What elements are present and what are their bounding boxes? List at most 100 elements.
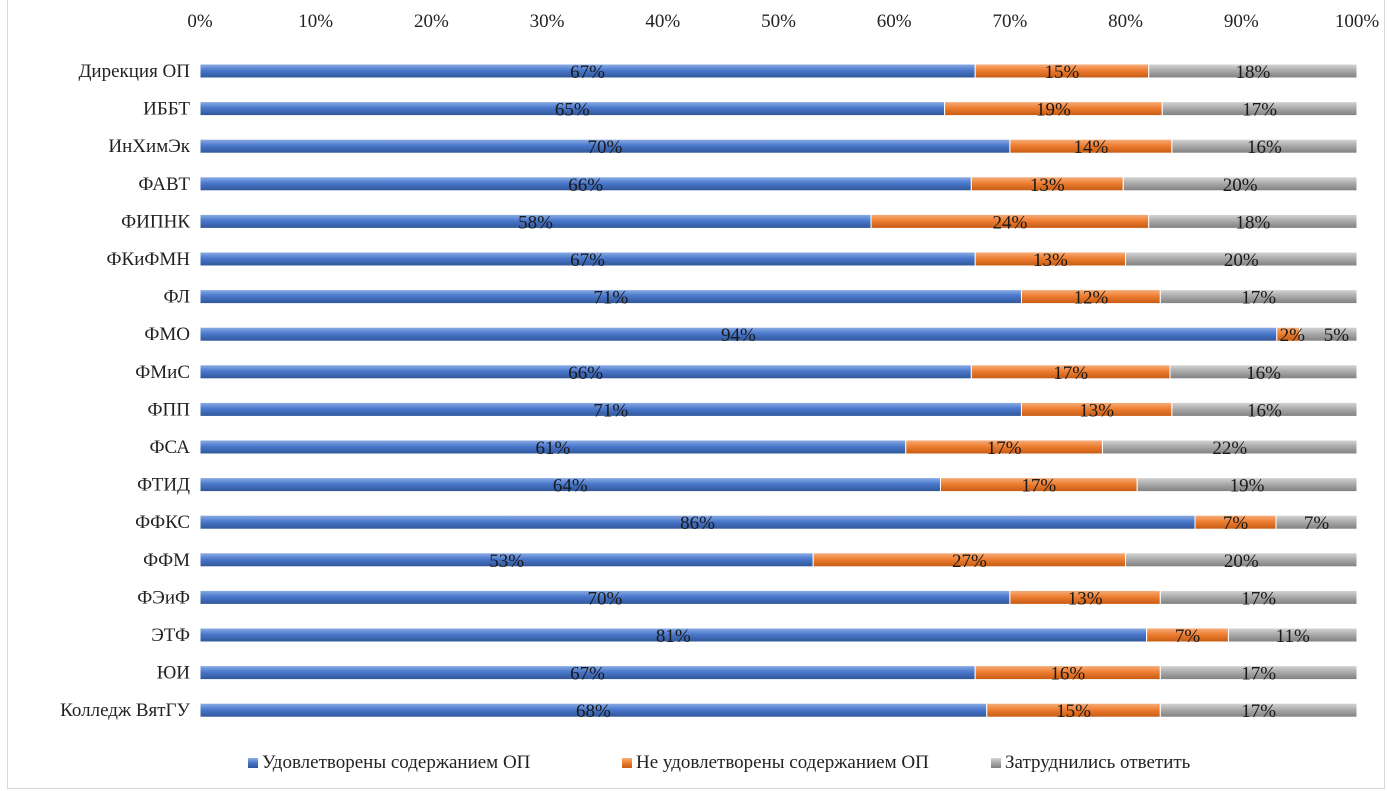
bar-segment [1299,326,1358,342]
x-tick-label: 100% [1335,11,1380,32]
data-label: 66% [568,175,603,196]
data-label: 17% [1241,701,1276,722]
data-label: 71% [593,400,628,421]
data-label: 53% [489,551,524,572]
bar-segment [1161,101,1358,117]
legend-label: Затруднились ответить [1005,752,1191,773]
data-label: 16% [1247,400,1282,421]
bar-segment [1275,514,1358,530]
category-label: ФЛ [164,287,191,308]
x-tick-label: 0% [187,11,213,32]
x-tick-label: 70% [992,11,1027,32]
x-tick-label: 80% [1108,11,1143,32]
category-label: ФМиС [135,362,190,383]
data-label: 67% [570,250,605,271]
data-label: 7% [1223,513,1249,534]
category-label: ФПП [148,399,191,420]
data-label: 13% [1068,588,1103,609]
data-label: 7% [1175,626,1201,647]
category-label: ФФМ [143,550,190,571]
data-label: 17% [1242,100,1277,121]
x-tick-label: 50% [761,11,796,32]
bar-segment [1159,289,1358,305]
category-labels: Дирекция ОП ИББТ ИнХимЭк ФАВТ ФИПНК ФКиФМН ФЛ Ф… [60,61,191,721]
data-label: 66% [568,363,603,384]
bar-segment [1169,364,1358,380]
data-label: 17% [1053,363,1088,384]
data-label: 7% [1304,513,1330,534]
bars [199,63,1358,718]
bar-segment [1101,439,1358,455]
data-label: 19% [1036,100,1071,121]
data-label: 86% [680,513,715,534]
category-label: ИББТ [143,99,190,120]
data-label: 67% [570,664,605,685]
data-label: 14% [1073,137,1108,158]
data-label: 17% [1241,588,1276,609]
bar-segment [1136,477,1358,493]
category-label: ФЭиФ [137,587,190,608]
data-labels: 67% 15% 18% 65% 19% 17% 70% 14% 16% 66% 13% 20% 58% 2… [489,62,1349,722]
category-label: ФАВТ [138,174,190,195]
bar-segment [1159,589,1358,605]
data-label: 20% [1224,250,1259,271]
data-label: 18% [1235,212,1270,233]
data-label: 27% [952,551,987,572]
data-label: 15% [1045,62,1080,83]
data-label: 71% [593,288,628,309]
data-label: 61% [535,438,570,459]
data-label: 19% [1230,476,1265,497]
bar-segment [1148,213,1358,229]
bar-segment [1227,627,1358,643]
legend-swatch [248,758,258,768]
data-label: 81% [656,626,691,647]
data-label: 70% [588,588,623,609]
legend-label: Удовлетворены содержанием ОП [262,752,531,773]
category-label: ИнХимЭк [108,136,190,157]
data-label: 16% [1246,363,1281,384]
data-label: 17% [1021,476,1056,497]
category-label: ФТИД [137,475,190,496]
data-label: 68% [576,701,611,722]
x-tick-label: 10% [298,11,333,32]
data-label: 13% [1030,175,1065,196]
data-label: 17% [987,438,1022,459]
data-label: 17% [1241,288,1276,309]
data-label: 16% [1050,664,1085,685]
data-label: 20% [1224,551,1259,572]
data-label: 2% [1280,325,1306,346]
data-label: 12% [1073,288,1108,309]
bar-segment [1159,665,1358,681]
category-label: ФМО [144,324,190,345]
category-label: ЭТФ [151,625,190,646]
data-label: 70% [588,137,623,158]
bar-segment [1125,251,1358,267]
x-tick-label: 60% [877,11,912,32]
data-label: 17% [1241,664,1276,685]
data-label: 22% [1212,438,1247,459]
legend-swatch [991,758,1001,768]
data-label: 11% [1276,626,1310,647]
x-tick-label: 20% [414,11,449,32]
data-label: 94% [721,325,756,346]
data-label: 5% [1324,325,1350,346]
bar-segment [1171,401,1358,417]
category-label: ФФКС [135,512,190,533]
data-label: 18% [1235,62,1270,83]
data-label: 16% [1247,137,1282,158]
data-label: 64% [553,476,588,497]
legend-swatch [622,758,632,768]
legend-label: Не удовлетворены содержанием ОП [636,752,929,773]
bar-segment [1171,138,1358,154]
data-label: 24% [992,212,1027,233]
category-label: Дирекция ОП [78,61,190,82]
bar-segment [1159,702,1358,718]
category-label: ФИПНК [121,211,190,232]
x-tick-label: 40% [645,11,680,32]
x-axis-ticks: 0% 10% 20% 30% 40% 50% 60% 70% 80% 90% 100% [187,11,1379,32]
legend: Удовлетворены содержанием ОП Не удовлетво… [248,752,1191,773]
data-label: 20% [1223,175,1258,196]
data-label: 58% [518,212,553,233]
data-label: 67% [570,62,605,83]
